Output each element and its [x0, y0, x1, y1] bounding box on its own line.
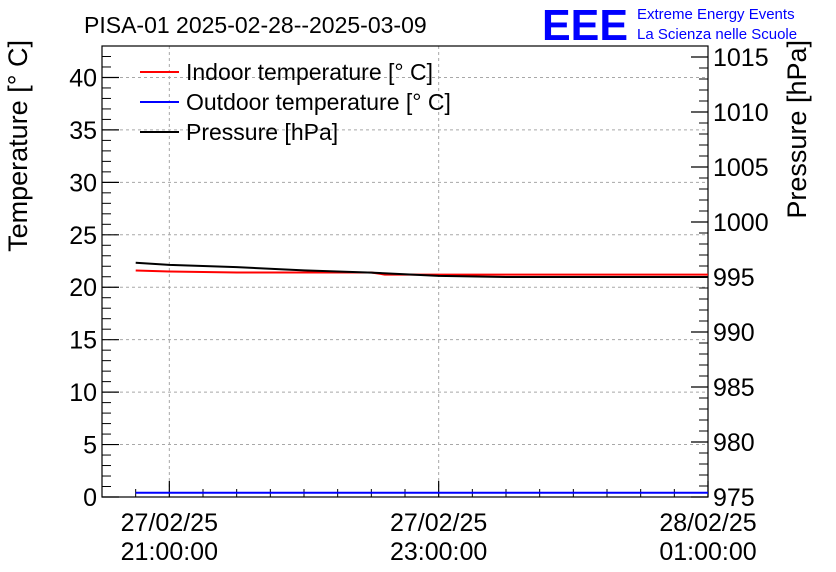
x-tick-label-date: 27/02/25 — [390, 509, 487, 537]
y-left-tick-label: 20 — [69, 274, 97, 302]
legend-label-indoor: Indoor temperature [° C] — [186, 59, 433, 85]
y-left-tick-label: 10 — [69, 379, 97, 407]
y-left-tick-label: 0 — [83, 484, 97, 512]
y-right-tick-label: 990 — [713, 319, 755, 347]
x-tick-label-time: 21:00:00 — [121, 538, 218, 566]
eee-logo-line2: La Scienza nelle Scuole — [637, 26, 797, 43]
y-right-tick-label: 975 — [713, 484, 755, 512]
x-tick-label-date: 28/02/25 — [659, 509, 756, 537]
y-left-tick-label: 35 — [69, 117, 97, 145]
y-left-tick-label: 5 — [83, 432, 97, 460]
legend-label-outdoor: Outdoor temperature [° C] — [186, 89, 451, 115]
y-right-tick-label: 1015 — [713, 44, 769, 72]
y-right-tick-label: 1010 — [713, 99, 769, 127]
y-right-tick-label: 1000 — [713, 209, 769, 237]
y-left-tick-label: 30 — [69, 169, 97, 197]
y-right-axis-label: Pressure [hPa] — [782, 40, 812, 219]
y-right-tick-label: 995 — [713, 264, 755, 292]
x-tick-label-time: 01:00:00 — [659, 538, 756, 566]
y-left-tick-label: 25 — [69, 222, 97, 250]
legend: Indoor temperature [° C] Outdoor tempera… — [140, 59, 451, 145]
eee-logo: EEE Extreme Energy Events La Scienza nel… — [542, 1, 797, 50]
series-line-indoor — [135, 269, 708, 276]
y-left-tick-label: 15 — [69, 327, 97, 355]
grid — [102, 46, 709, 497]
axis-ticks: 0510152025303540975980985990995100010051… — [69, 44, 768, 566]
chart-title: PISA-01 2025-02-28--2025-03-09 — [84, 12, 427, 38]
y-left-tick-label: 40 — [69, 64, 97, 92]
series-line-pressure — [135, 261, 708, 278]
y-left-axis-label: Temperature [° C] — [3, 40, 33, 252]
eee-logo-mark: EEE — [542, 1, 628, 50]
y-right-tick-label: 1005 — [713, 154, 769, 182]
eee-logo-line1: Extreme Energy Events — [637, 6, 795, 23]
x-tick-label-time: 23:00:00 — [390, 538, 487, 566]
y-right-tick-label: 985 — [713, 374, 755, 402]
legend-label-pressure: Pressure [hPa] — [186, 119, 338, 145]
x-tick-label-date: 27/02/25 — [121, 509, 218, 537]
y-right-tick-label: 980 — [713, 429, 755, 457]
series-lines — [135, 261, 708, 494]
